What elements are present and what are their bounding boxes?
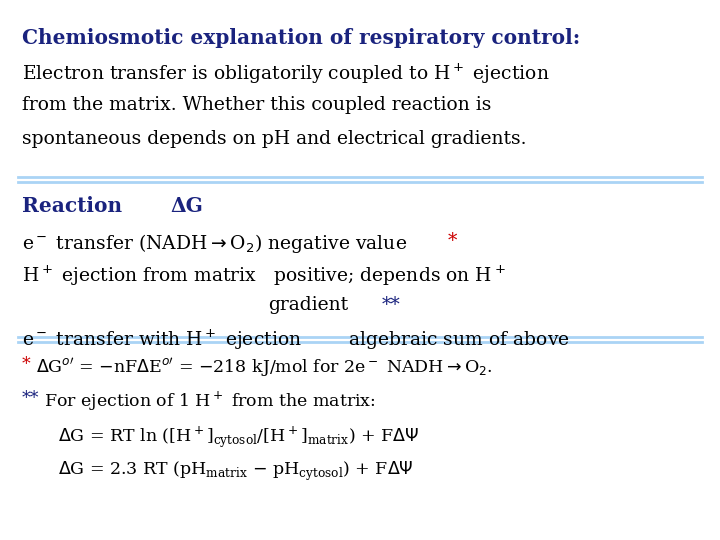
Text: *: * [448, 232, 457, 250]
Text: e$^-$ transfer with H$^+$ ejection        algebraic sum of above: e$^-$ transfer with H$^+$ ejection algeb… [22, 328, 570, 352]
Text: For ejection of 1 H$^+$ from the matrix:: For ejection of 1 H$^+$ from the matrix: [44, 390, 376, 413]
Text: **: ** [382, 296, 401, 314]
Text: *: * [22, 356, 31, 373]
Text: Reaction: Reaction [22, 196, 122, 216]
Text: spontaneous depends on pH and electrical gradients.: spontaneous depends on pH and electrical… [22, 130, 526, 148]
Text: e$^-$ transfer (NADH$\rightarrow$O$_2$) negative value: e$^-$ transfer (NADH$\rightarrow$O$_2$) … [22, 232, 407, 255]
Text: gradient: gradient [268, 296, 348, 314]
Text: H$^+$ ejection from matrix   positive; depends on H$^+$: H$^+$ ejection from matrix positive; dep… [22, 264, 505, 288]
Text: from the matrix. Whether this coupled reaction is: from the matrix. Whether this coupled re… [22, 96, 491, 114]
Text: Chemiosmotic explanation of respiratory control:: Chemiosmotic explanation of respiratory … [22, 28, 580, 48]
Text: $\Delta$G$^{o\prime}$ = $-$nF$\Delta$E$^{o\prime}$ = $-$218 kJ/mol for 2e$^-$ NA: $\Delta$G$^{o\prime}$ = $-$nF$\Delta$E$^… [36, 356, 492, 379]
Text: $\Delta$G = 2.3 RT (pH$_{\mathregular{matrix}}$ $-$ pH$_{\mathregular{cytosol}}$: $\Delta$G = 2.3 RT (pH$_{\mathregular{ma… [58, 460, 413, 483]
Text: **: ** [22, 390, 40, 407]
Text: $\Delta$G = RT ln ([H$^+$]$_{\mathregular{cytosol}}$/[H$^+$]$_{\mathregular{matr: $\Delta$G = RT ln ([H$^+$]$_{\mathregula… [58, 424, 419, 449]
Text: Electron transfer is obligatorily coupled to H$^+$ ejection: Electron transfer is obligatorily couple… [22, 62, 549, 86]
Text: ΔG: ΔG [170, 196, 203, 216]
